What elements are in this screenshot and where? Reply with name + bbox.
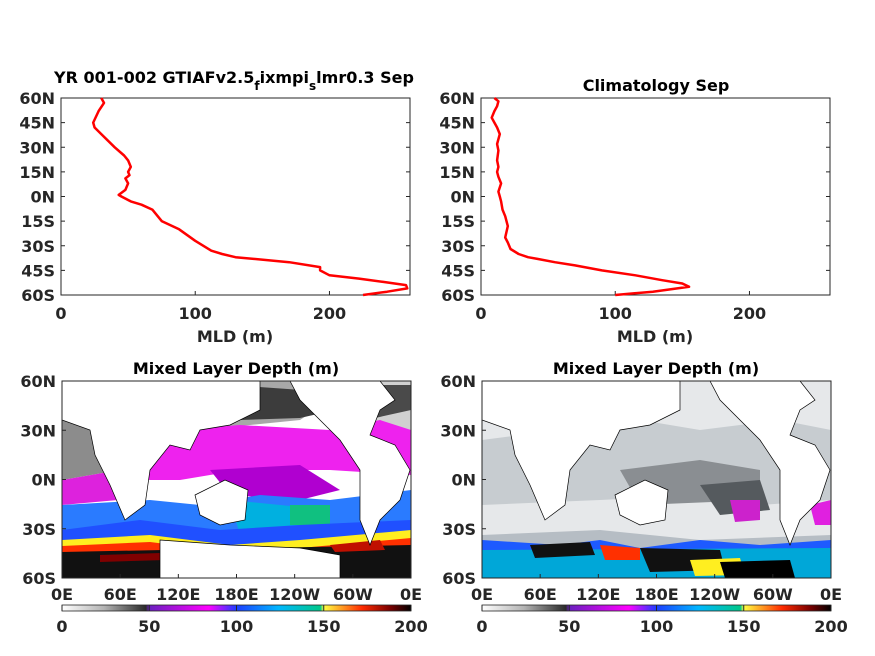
mld-map-climatology bbox=[482, 381, 831, 578]
xlabel-top-left: MLD (m) bbox=[197, 327, 273, 346]
xtick-label: 100 bbox=[179, 304, 212, 323]
ytick-label: 15S bbox=[21, 212, 55, 231]
panel-top-right: Climatology Sep 0 100 200 60N 45N 30N 15N 0N 15S… bbox=[439, 76, 831, 346]
map-ytick-label: 30S bbox=[22, 520, 56, 539]
xtick-label: 0 bbox=[55, 304, 66, 323]
colorbar-tick-label: 50 bbox=[558, 617, 580, 636]
map-ytick-label: 60N bbox=[440, 372, 476, 391]
ticks-top-left: 0 100 200 60N 45N 30N 15N 0N 15S 30S 45S 60S bbox=[19, 89, 410, 323]
map-xtick-label: 0E bbox=[471, 585, 493, 604]
ytick-label: 30N bbox=[439, 138, 475, 157]
map-ytick-label: 60N bbox=[20, 372, 56, 391]
ytick-label: 45N bbox=[19, 114, 55, 133]
ticks-top-right: 0 100 200 60N 45N 30N 15N 0N 15S 30S 45S 60S bbox=[439, 89, 830, 323]
map-xtick-label: 60W bbox=[333, 585, 373, 604]
map-ytick-label: 30N bbox=[20, 421, 56, 440]
ytick-label: 30S bbox=[441, 237, 475, 256]
map-ytick-label: 60S bbox=[442, 569, 476, 588]
colorbar-tick-label: 150 bbox=[727, 617, 760, 636]
mld-profile-line-model bbox=[91, 97, 409, 297]
colorbar-tick-label: 50 bbox=[138, 617, 160, 636]
ytick-label: 30N bbox=[19, 138, 55, 157]
colorbar-tick-label: 100 bbox=[640, 617, 673, 636]
map-xtick-label: 60E bbox=[524, 585, 557, 604]
ytick-label: 15S bbox=[441, 212, 475, 231]
map-xtick-label: 180E bbox=[634, 585, 678, 604]
ytick-label: 15N bbox=[19, 163, 55, 182]
map-ytick-label: 0N bbox=[31, 471, 56, 490]
colorbar-ticks-bottom-left: 0 50 100 150 200 bbox=[56, 605, 428, 636]
mld-map-model bbox=[62, 381, 411, 578]
map-xtick-label: 60E bbox=[104, 585, 137, 604]
panel-title-top-left: YR 001-002 GTIAFv2.5fixmpislmr0.3 Sep bbox=[53, 68, 414, 93]
title-part-a: YR 001-002 GTIAFv2.5 bbox=[53, 68, 254, 87]
ytick-label: 45N bbox=[439, 114, 475, 133]
map-xtick-label: 0E bbox=[400, 585, 422, 604]
map-title-bottom-left: Mixed Layer Depth (m) bbox=[133, 359, 339, 378]
map-xtick-label: 0E bbox=[820, 585, 842, 604]
xlabel-top-right: MLD (m) bbox=[617, 327, 693, 346]
map-xtick-label: 120E bbox=[156, 585, 200, 604]
map-ytick-label: 30N bbox=[440, 421, 476, 440]
xtick-label: 200 bbox=[733, 304, 766, 323]
panel-bottom-right: Mixed Layer Depth (m) 0E 60E 120E 180E 120W 6… bbox=[440, 359, 847, 636]
ytick-label: 0N bbox=[30, 188, 55, 207]
panel-title-top-right: Climatology Sep bbox=[583, 76, 730, 95]
map-xtick-label: 180E bbox=[214, 585, 258, 604]
colorbar-tick-label: 200 bbox=[814, 617, 847, 636]
title-part-c: lmr0.3 Sep bbox=[316, 68, 414, 87]
axes-box-top-left bbox=[60, 97, 411, 296]
continents-left bbox=[62, 381, 411, 578]
title-part-b: ixmpi bbox=[260, 68, 309, 87]
ytick-label: 60N bbox=[19, 89, 55, 108]
map-ticks-bottom-left: 0E 60E 120E 180E 120W 60W 0E 60N 30N 0N 30S 60S bbox=[20, 372, 422, 604]
xtick-label: 200 bbox=[313, 304, 346, 323]
colorbar-tick-label: 200 bbox=[394, 617, 427, 636]
axes-box-top-right bbox=[480, 97, 831, 296]
map-xtick-label: 120W bbox=[689, 585, 740, 604]
ytick-label: 30S bbox=[21, 237, 55, 256]
ytick-label: 45S bbox=[21, 261, 55, 280]
colorbar-tick-label: 150 bbox=[307, 617, 340, 636]
ytick-label: 0N bbox=[450, 188, 475, 207]
ytick-label: 60S bbox=[441, 286, 475, 305]
colorbar-tick-label: 0 bbox=[56, 617, 67, 636]
colorbar-tick-label: 100 bbox=[220, 617, 253, 636]
xtick-label: 0 bbox=[475, 304, 486, 323]
title-sub-f: f bbox=[254, 79, 260, 93]
panel-bottom-left: Mixed Layer Depth (m) bbox=[20, 359, 427, 636]
colorbar-ticks-bottom-right: 0 50 100 150 200 bbox=[476, 605, 848, 636]
xtick-label: 100 bbox=[599, 304, 632, 323]
panel-top-left: YR 001-002 GTIAFv2.5fixmpislmr0.3 Sep 0 1… bbox=[19, 68, 414, 346]
ytick-label: 60S bbox=[21, 286, 55, 305]
ytick-label: 45S bbox=[441, 261, 475, 280]
ytick-label: 15N bbox=[439, 163, 475, 182]
map-xtick-label: 0E bbox=[51, 585, 73, 604]
colorbar-tick-label: 0 bbox=[476, 617, 487, 636]
continents-right bbox=[482, 381, 831, 546]
mld-profile-line-climatology bbox=[490, 97, 691, 297]
map-ytick-label: 60S bbox=[22, 569, 56, 588]
map-xtick-label: 120W bbox=[269, 585, 320, 604]
map-xtick-label: 120E bbox=[576, 585, 620, 604]
title-sub-s: s bbox=[309, 79, 316, 93]
ytick-label: 60N bbox=[439, 89, 475, 108]
map-ytick-label: 30S bbox=[442, 520, 476, 539]
map-xtick-label: 60W bbox=[753, 585, 793, 604]
map-ytick-label: 0N bbox=[451, 471, 476, 490]
map-ticks-bottom-right: 0E 60E 120E 180E 120W 60W 0E 60N 30N 0N 30S 60S bbox=[440, 372, 842, 604]
map-title-bottom-right: Mixed Layer Depth (m) bbox=[553, 359, 759, 378]
